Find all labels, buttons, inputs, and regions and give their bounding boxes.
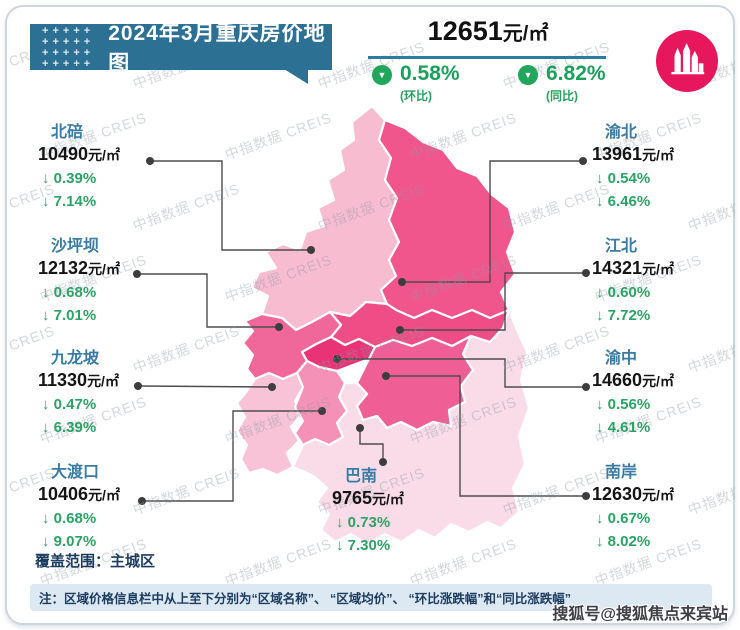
district-name: 渝北 [605, 124, 638, 141]
district-name: 巴南 [345, 468, 378, 485]
mom-value: 0.58% [400, 62, 460, 85]
page-title: 2024年3月重庆房价地图 [108, 22, 326, 75]
district-price: 13961元/㎡ [592, 144, 674, 164]
callout-line-shapingba [137, 273, 279, 328]
plus-pattern-decoration: + + + + + + + + + + + + + + + + + + + + [42, 25, 91, 70]
callout-line-nanan [386, 375, 586, 497]
district-name: 渝中 [605, 350, 638, 367]
callout-line-dadukou [142, 410, 322, 502]
district-mom: ↓ 0.56% [596, 396, 651, 413]
district-label-dadukou: 大渡口 10406元/㎡ ↓ 0.68% ↓ 9.07% [38, 462, 188, 553]
district-label-beibei: 北碚 10490元/㎡ ↓ 0.39% ↓ 7.14% [38, 122, 188, 213]
yoy-value: 6.82% [546, 62, 606, 85]
note-text: 注：区域价格信息栏中从上至下分别为“区域名称”、 “区域均价”、 “环比涨跌幅”… [39, 592, 571, 606]
district-name: 沙坪坝 [51, 238, 100, 255]
district-mom: ↓ 0.68% [42, 510, 97, 527]
district-price: 12132元/㎡ [38, 258, 120, 278]
district-label-jiangbei: 江北 14321元/㎡ ↓ 0.60% ↓ 7.72% [592, 236, 740, 327]
district-yoy: ↓ 7.72% [596, 307, 651, 324]
yoy-label: (同比) [546, 89, 578, 103]
district-price: 12630元/㎡ [592, 484, 674, 504]
district-label-yuzhong: 渝中 14660元/㎡ ↓ 0.56% ↓ 4.61% [592, 348, 740, 439]
district-price: 14321元/㎡ [592, 258, 674, 278]
callout-line-banan [359, 428, 384, 462]
district-mom: ↓ 0.68% [42, 284, 97, 301]
banner-tail [284, 69, 308, 84]
map-region-banan [291, 308, 531, 546]
district-label-banan: 巴南 9765元/㎡ ↓ 0.73% ↓ 7.30% [332, 466, 482, 557]
callout-line-yubei [402, 160, 583, 283]
sohu-watermark: 搜狐号@搜狐焦点来宾站 [552, 606, 728, 623]
district-yoy: ↓ 9.07% [42, 533, 97, 550]
district-price: 10490元/㎡ [38, 144, 120, 164]
district-price: 14660元/㎡ [592, 370, 674, 390]
district-mom: ↓ 0.39% [42, 170, 97, 187]
down-arrow-icon [372, 65, 392, 85]
down-arrow-icon [518, 65, 538, 85]
district-yoy: ↓ 6.39% [42, 419, 97, 436]
district-yoy: ↓ 7.14% [42, 193, 97, 210]
district-label-yubei: 渝北 13961元/㎡ ↓ 0.54% ↓ 6.46% [592, 122, 740, 213]
district-price: 10406元/㎡ [38, 484, 120, 504]
callout-line-jiulongpo [137, 385, 273, 388]
district-yoy: ↓ 6.46% [596, 193, 651, 210]
district-yoy: ↓ 7.30% [336, 537, 391, 554]
note-bar: 注：区域价格信息栏中从上至下分别为“区域名称”、 “区域均价”、 “环比涨跌幅”… [30, 584, 712, 611]
average-price: 12651元/㎡ [368, 16, 608, 47]
district-price: 11330元/㎡ [38, 370, 119, 390]
district-name: 九龙坡 [51, 350, 100, 367]
district-mom: ↓ 0.54% [596, 170, 651, 187]
district-name: 南岸 [605, 464, 638, 481]
average-price-value: 12651 [427, 16, 503, 46]
title-banner: + + + + + + + + + + + + + + + + + + + + 2024年3月重庆房价地图 [30, 22, 332, 84]
district-yoy: ↓ 8.02% [596, 533, 651, 550]
callout-line-jiangbei [400, 272, 586, 331]
district-mom: ↓ 0.67% [596, 510, 651, 527]
city-landmark-icon [671, 43, 705, 75]
district-label-shapingba: 沙坪坝 12132元/㎡ ↓ 0.68% ↓ 7.01% [38, 236, 188, 327]
district-mom: ↓ 0.60% [596, 284, 651, 301]
average-price-unit: 元/㎡ [502, 23, 549, 45]
brand-logo [656, 30, 718, 92]
mom-stat: 0.58% (环比) [372, 63, 460, 104]
coverage-label: 覆盖范围：主城区 [35, 553, 156, 570]
district-mom: ↓ 0.47% [42, 396, 97, 413]
callout-lines [133, 157, 590, 505]
map-region-beibei [250, 104, 401, 332]
district-label-nanan: 南岸 12630元/㎡ ↓ 0.67% ↓ 8.02% [592, 462, 740, 553]
district-name: 大渡口 [51, 464, 100, 481]
map-region-yubei [377, 118, 517, 320]
map-region-dadukou [293, 359, 349, 447]
callout-line-beibei [150, 160, 311, 251]
district-yoy: ↓ 7.01% [42, 307, 97, 324]
district-label-jiulongpo: 九龙坡 11330元/㎡ ↓ 0.47% ↓ 6.39% [38, 348, 188, 439]
callout-line-yuzhong [337, 358, 586, 388]
district-yoy: ↓ 4.61% [596, 419, 651, 436]
district-price: 9765元/㎡ [332, 488, 404, 508]
district-name: 江北 [605, 238, 638, 255]
district-mom: ↓ 0.73% [336, 514, 391, 531]
divider-line [368, 56, 606, 59]
mom-label: (环比) [400, 89, 432, 103]
yoy-stat: 6.82% (同比) [518, 63, 606, 104]
district-name: 北碚 [51, 124, 84, 141]
